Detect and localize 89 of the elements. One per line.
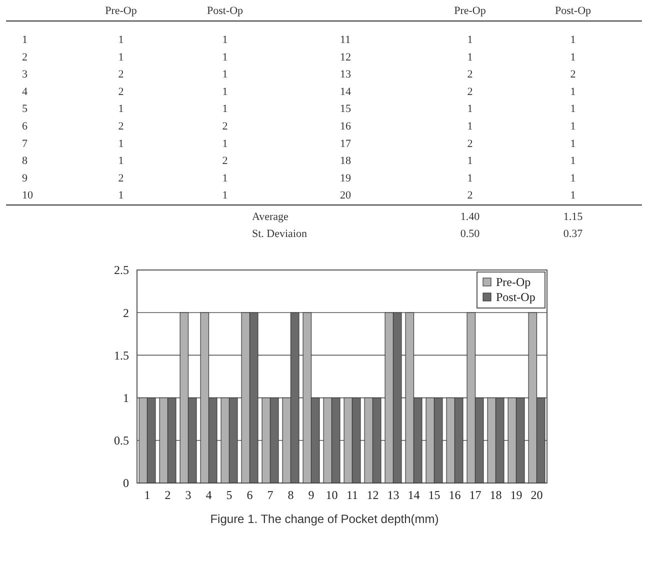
y-tick-label: 1.5	[114, 348, 129, 362]
text: 0.50	[460, 228, 480, 240]
category-label: 2	[222, 120, 228, 132]
text: 1.40	[460, 211, 480, 223]
y-tick-label: 1	[123, 391, 129, 405]
category-label: 1	[222, 51, 228, 64]
x-tick-label: 5	[226, 488, 232, 502]
category-label: 3	[22, 68, 28, 81]
category-label: 1	[22, 34, 28, 46]
x-tick-label: 8	[288, 488, 294, 502]
category-label: 7	[22, 138, 28, 150]
x-tick-label: 17	[469, 488, 482, 502]
x-tick-label: 12	[366, 488, 379, 502]
category-label: 19	[340, 172, 351, 184]
legend-label: Post-Op	[496, 290, 536, 304]
category-label: 9	[22, 172, 28, 184]
y-tick-label: 2.5	[114, 263, 129, 278]
x-tick-label: 7	[267, 488, 274, 502]
y-tick-label: 2	[123, 306, 129, 320]
x-tick-label: 16	[448, 488, 461, 502]
category-label: 1	[570, 155, 576, 168]
category-label: 18	[340, 155, 351, 168]
category-label: 14	[340, 86, 351, 98]
category-label: 1	[467, 34, 473, 46]
x-tick-label: 2	[164, 488, 171, 502]
category-label: 1	[222, 138, 228, 150]
category-label: 2	[222, 155, 228, 168]
x-tick-label: 4	[206, 488, 212, 502]
category-label: 1	[570, 34, 576, 46]
category-label: 1	[222, 103, 228, 116]
x-tick-label: 20	[530, 488, 543, 502]
category-label: 1	[570, 120, 576, 132]
category-label: 16	[340, 120, 351, 132]
category-label: 5	[22, 103, 28, 116]
x-tick-label: 13	[387, 488, 400, 502]
category-label: 13	[340, 68, 351, 81]
category-label: 1	[570, 138, 576, 150]
category-label: 20	[340, 190, 351, 202]
category-label: 2	[467, 138, 473, 150]
category-label: 2	[467, 190, 473, 202]
category-label: 1	[467, 120, 473, 132]
text: Figure 1. The change of Pocket depth(mm)	[210, 512, 439, 526]
text: Post-Op	[206, 5, 244, 17]
x-tick-label: 15	[428, 488, 440, 502]
category-label: 1	[222, 190, 228, 202]
text: Pre-Op	[105, 5, 137, 17]
x-tick-label: 9	[308, 488, 314, 502]
category-label: 12	[340, 51, 351, 64]
text: Post-Op	[554, 5, 592, 17]
category-label: 1	[222, 172, 228, 184]
category-label: 1	[467, 103, 473, 116]
category-label: 1	[570, 51, 576, 64]
category-label: 2	[570, 68, 576, 81]
category-label: 2	[22, 51, 28, 64]
x-tick-label: 6	[246, 488, 253, 502]
x-tick-label: 11	[346, 488, 358, 502]
category-label: 1	[222, 86, 228, 98]
x-tick-label: 3	[185, 488, 192, 502]
category-label: 1	[570, 103, 576, 116]
category-label: 4	[22, 86, 28, 98]
category-label: 1	[570, 86, 576, 98]
x-tick-label: 10	[326, 488, 338, 502]
category-label: 1	[467, 51, 473, 64]
category-label: 1	[570, 172, 576, 184]
text: Average	[252, 211, 289, 223]
category-label: 2	[467, 68, 473, 81]
category-label: 1	[222, 34, 228, 46]
text: St. Deviaion	[252, 228, 308, 240]
category-label: 1	[570, 190, 576, 202]
x-tick-label: 19	[510, 488, 522, 502]
category-label: 15	[340, 103, 351, 116]
category-label: 1	[467, 155, 473, 168]
text: 1.15	[563, 211, 584, 223]
category-label: 2	[467, 86, 473, 98]
category-label: 17	[340, 138, 351, 150]
y-tick-label: 0	[123, 476, 129, 490]
category-label: 6	[22, 120, 28, 132]
category-label: 11	[340, 34, 351, 46]
x-tick-label: 18	[490, 488, 502, 502]
text: 0.37	[563, 228, 584, 240]
category-label: 1	[222, 68, 228, 81]
category-label: 1	[467, 172, 473, 184]
x-tick-label: 1	[144, 488, 150, 502]
x-tick-label: 14	[408, 488, 420, 502]
y-tick-label: 0.5	[114, 434, 129, 448]
legend-label: Pre-Op	[496, 275, 531, 289]
category-label: 10	[22, 190, 33, 202]
category-label: 8	[22, 155, 28, 168]
text: Pre-Op	[454, 5, 486, 17]
